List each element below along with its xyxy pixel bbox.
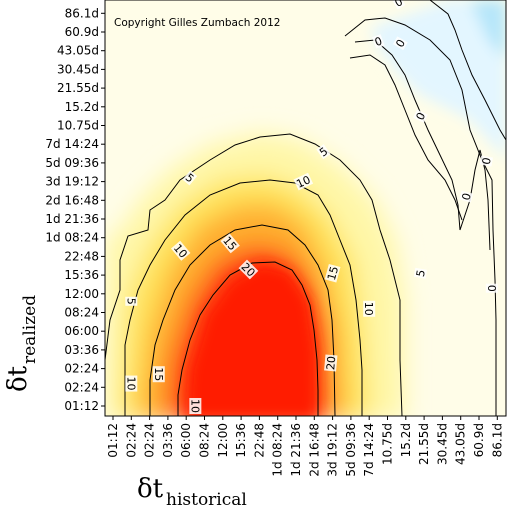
svg-text:10: 10 bbox=[124, 377, 137, 391]
contour-label: 5 bbox=[124, 296, 138, 306]
x-axis-symbol: δt bbox=[137, 474, 164, 504]
contour-label: 0 bbox=[372, 34, 385, 49]
y-tick-label: 7d 14:24 bbox=[45, 137, 99, 151]
y-tick-label: 12:00 bbox=[64, 287, 99, 301]
svg-text:15: 15 bbox=[152, 367, 165, 381]
y-tick-label: 01:12 bbox=[64, 399, 99, 413]
x-tick-label: 2d 16:48 bbox=[307, 423, 321, 477]
x-axis-label: δt historical bbox=[137, 474, 247, 510]
svg-text:0: 0 bbox=[392, 0, 405, 10]
x-tick-label: 1d 08:24 bbox=[271, 423, 285, 477]
x-tick-label: 60.9d bbox=[472, 423, 486, 457]
contour-label: 15 bbox=[324, 263, 341, 283]
svg-text:5: 5 bbox=[414, 269, 428, 278]
x-tick-label: 03:36 bbox=[161, 423, 175, 458]
x-axis-ticks: 01:12 02:24 02:24 03:36 06:00 08:24 12:00 15:36… bbox=[106, 416, 504, 477]
contour-label: 0 bbox=[485, 283, 499, 293]
x-tick-label: 15.2d bbox=[399, 423, 413, 457]
x-tick-label: 22:48 bbox=[252, 423, 266, 458]
y-axis-ticks: 01:12 02:24 02:24 03:36 06:00 08:24 12:00 15:36… bbox=[45, 6, 105, 413]
y-tick-label: 2d 16:48 bbox=[45, 193, 99, 207]
y-axis-subscript: realized bbox=[20, 295, 40, 364]
y-tick-label: 03:36 bbox=[64, 343, 99, 357]
y-tick-label: 86.1d bbox=[65, 6, 99, 20]
contour-label: 0 bbox=[413, 109, 429, 123]
y-tick-label: 1d 21:36 bbox=[45, 212, 99, 226]
x-tick-label: 21.55d bbox=[417, 423, 431, 465]
contour-label: 0 bbox=[391, 0, 406, 10]
x-tick-label: 5d 09:36 bbox=[344, 423, 358, 477]
y-tick-label: 06:00 bbox=[64, 324, 99, 338]
y-tick-label: 02:24 bbox=[64, 380, 99, 394]
contour-label: 10 bbox=[362, 300, 376, 317]
y-tick-label: 21.55d bbox=[57, 81, 99, 95]
x-tick-label: 43.05d bbox=[454, 423, 468, 465]
svg-text:10: 10 bbox=[362, 302, 375, 316]
y-tick-label: 1d 08:24 bbox=[45, 231, 99, 245]
contour-lines bbox=[104, 0, 507, 417]
contour-label: 10 bbox=[188, 398, 202, 414]
svg-text:15: 15 bbox=[325, 265, 341, 282]
y-tick-label: 02:24 bbox=[64, 362, 99, 376]
x-tick-label: 10.75d bbox=[381, 423, 395, 465]
y-tick-label: 10.75d bbox=[57, 119, 99, 133]
x-tick-label: 01:12 bbox=[106, 423, 120, 458]
contour-label: 20 bbox=[324, 354, 338, 372]
x-tick-label: 08:24 bbox=[198, 423, 212, 458]
x-tick-label: 02:24 bbox=[143, 423, 157, 458]
svg-text:5: 5 bbox=[124, 298, 137, 305]
y-tick-label: 60.9d bbox=[65, 25, 99, 39]
svg-text:0: 0 bbox=[486, 285, 499, 292]
svg-text:20: 20 bbox=[324, 355, 338, 370]
contour-label: 15 bbox=[152, 366, 165, 383]
svg-text:0: 0 bbox=[480, 157, 494, 166]
x-tick-label: 7d 14:24 bbox=[362, 423, 376, 477]
x-tick-label: 1d 21:36 bbox=[289, 423, 303, 477]
svg-text:10: 10 bbox=[188, 399, 201, 413]
contour-label: 0 bbox=[459, 190, 474, 203]
contour-label: 5 bbox=[413, 267, 428, 279]
y-tick-label: 22:48 bbox=[64, 249, 99, 263]
heatmap-field bbox=[105, 0, 506, 416]
y-tick-label: 08:24 bbox=[64, 306, 99, 320]
plot-frame bbox=[104, 0, 507, 417]
y-tick-label: 43.05d bbox=[57, 44, 99, 58]
y-tick-label: 15.2d bbox=[65, 100, 99, 114]
x-tick-label: 86.1d bbox=[490, 423, 504, 457]
contour-label: 0 bbox=[479, 155, 494, 167]
x-tick-label: 02:24 bbox=[124, 423, 138, 458]
x-axis-subscript: historical bbox=[166, 490, 247, 510]
svg-text:0: 0 bbox=[414, 110, 429, 122]
svg-text:0: 0 bbox=[459, 192, 473, 202]
y-tick-label: 30.45d bbox=[57, 62, 99, 76]
x-tick-label: 30.45d bbox=[435, 423, 449, 465]
y-axis-label: δt realized bbox=[3, 295, 40, 392]
svg-text:0: 0 bbox=[373, 35, 384, 50]
contour-label: 10 bbox=[293, 172, 314, 191]
copyright-text: Copyright Gilles Zumbach 2012 bbox=[114, 17, 280, 29]
x-tick-label: 3d 19:12 bbox=[326, 423, 340, 477]
svg-text:10: 10 bbox=[294, 173, 312, 191]
contour-label: 10 bbox=[124, 375, 138, 392]
y-tick-label: 15:36 bbox=[64, 268, 99, 282]
x-tick-label: 15:36 bbox=[234, 423, 248, 458]
y-tick-label: 3d 19:12 bbox=[45, 175, 99, 189]
x-tick-label: 06:00 bbox=[179, 423, 193, 458]
x-tick-label: 12:00 bbox=[216, 423, 230, 458]
y-tick-label: 5d 09:36 bbox=[45, 156, 99, 170]
y-axis-symbol: δt bbox=[3, 365, 33, 392]
